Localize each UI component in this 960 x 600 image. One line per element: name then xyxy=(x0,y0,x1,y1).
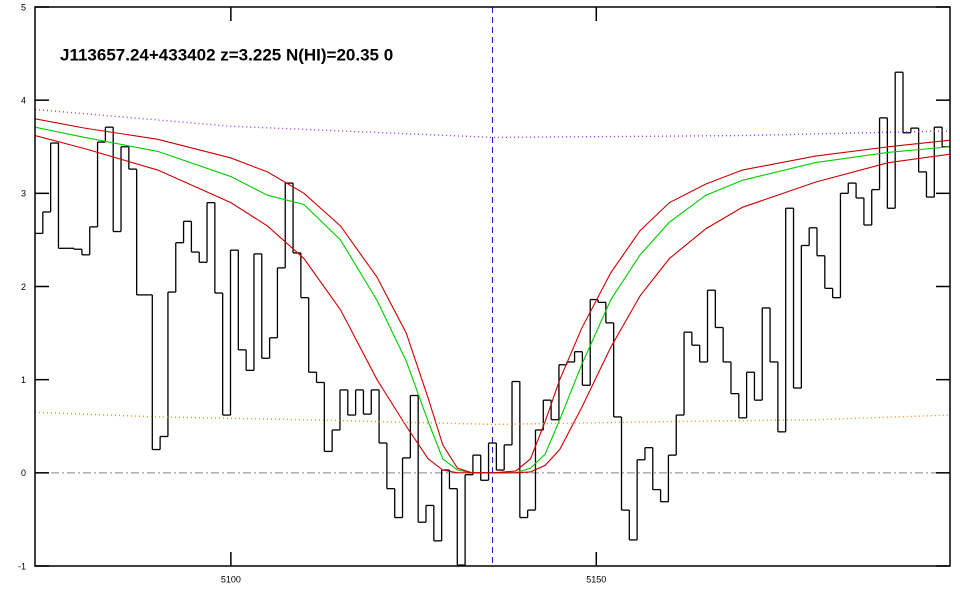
x-tick-label: 5150 xyxy=(586,574,606,584)
model-curve xyxy=(35,135,950,474)
plot-area xyxy=(35,7,950,566)
y-tick-label: 1 xyxy=(21,375,26,385)
y-tick-label: 2 xyxy=(21,282,26,292)
y-tick-label: 0 xyxy=(21,468,26,478)
x-tick-label: 5100 xyxy=(221,574,241,584)
y-tick-label: 5 xyxy=(21,2,26,12)
dotted-curve xyxy=(35,411,950,426)
y-tick-label: 4 xyxy=(21,96,26,106)
y-tick-label: 3 xyxy=(21,189,26,199)
y-tick-label: -1 xyxy=(18,561,26,571)
chart-title: J113657.24+433402 z=3.225 N(HI)=20.35 0 xyxy=(60,45,393,64)
